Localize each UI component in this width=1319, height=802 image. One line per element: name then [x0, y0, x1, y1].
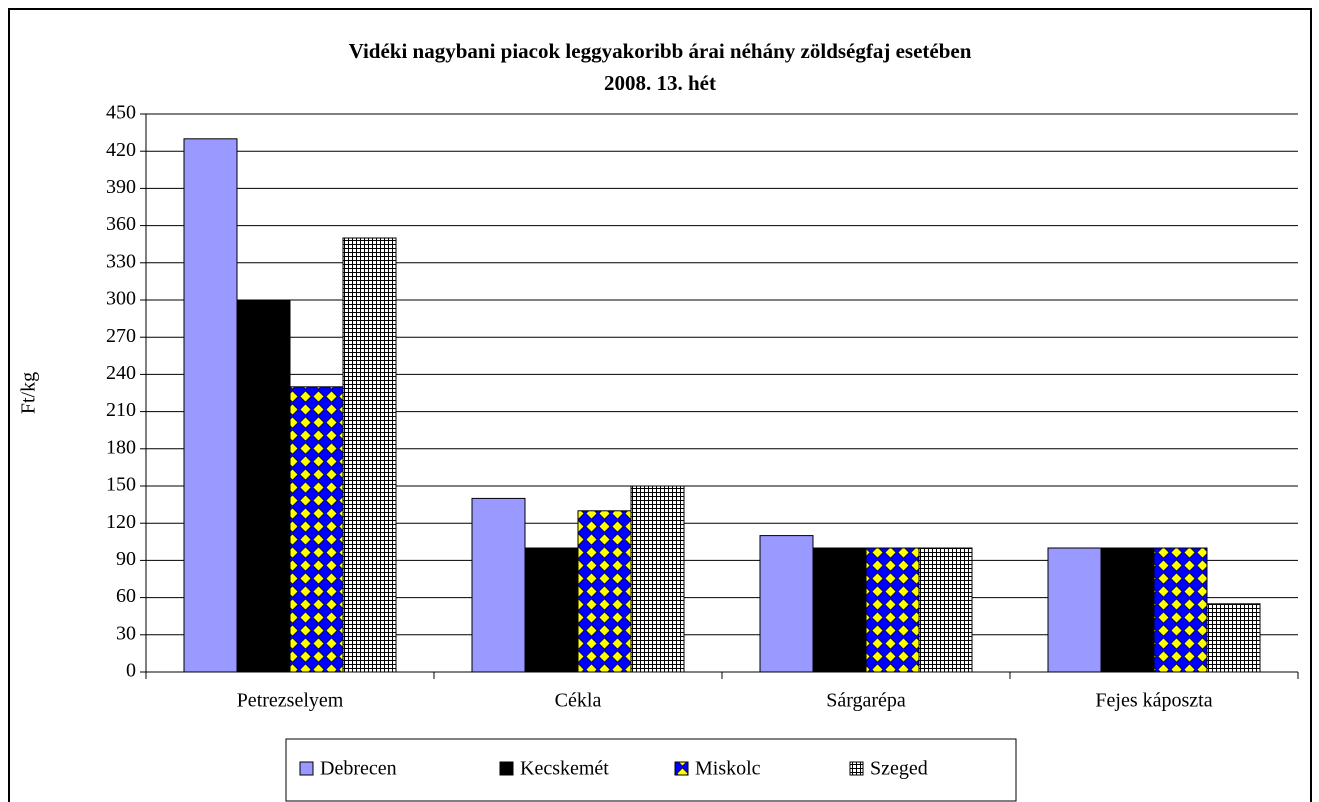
bar [524, 547, 579, 673]
legend [285, 738, 1017, 802]
x-tick-label: Petrezselyem [237, 690, 344, 712]
legend-swatch [849, 761, 864, 776]
legend-label: Szeged [870, 758, 928, 780]
y-tick-label: 360 [106, 213, 136, 235]
legend-swatch [674, 761, 689, 776]
x-tick-label: Sárgarépa [826, 690, 906, 712]
bar [759, 535, 814, 673]
bar [183, 138, 238, 673]
bar [630, 485, 685, 673]
bar [1100, 547, 1155, 673]
bar [1153, 547, 1208, 673]
legend-swatch [299, 761, 314, 776]
y-tick-label: 300 [106, 288, 136, 310]
y-tick-label: 240 [106, 362, 136, 384]
y-tick-label: 0 [126, 660, 136, 682]
y-tick-label: 390 [106, 176, 136, 198]
chart-subtitle: 2008. 13. hét [604, 71, 716, 95]
bar [812, 547, 867, 673]
x-tick-label: Cékla [555, 690, 602, 712]
legend-label: Kecskemét [520, 758, 609, 780]
y-tick-label: 450 [106, 102, 136, 124]
bar [342, 237, 397, 673]
legend-label: Debrecen [320, 758, 397, 780]
chart-title: Vidéki nagybani piacok leggyakoribb árai… [349, 39, 972, 63]
bar [577, 510, 632, 673]
y-tick-label: 150 [106, 474, 136, 496]
y-tick-label: 90 [116, 548, 136, 570]
bar [865, 547, 920, 673]
legend-swatch [499, 761, 514, 776]
chart-frame [8, 8, 1312, 802]
y-tick-label: 30 [116, 622, 136, 644]
y-tick-label: 60 [116, 585, 136, 607]
bar [289, 386, 344, 673]
y-tick-label: 120 [106, 511, 136, 533]
bar [236, 299, 291, 673]
y-tick-label: 420 [106, 139, 136, 161]
legend-label: Miskolc [695, 758, 761, 780]
bar [1047, 547, 1102, 673]
bar [1206, 603, 1261, 673]
y-tick-label: 180 [106, 436, 136, 458]
y-tick-label: 270 [106, 325, 136, 347]
y-tick-label: 210 [106, 399, 136, 421]
x-tick-label: Fejes káposzta [1095, 690, 1212, 712]
bar [918, 547, 973, 673]
y-axis-label: Ft/kg [18, 372, 40, 414]
bar [471, 497, 526, 673]
y-tick-label: 330 [106, 250, 136, 272]
